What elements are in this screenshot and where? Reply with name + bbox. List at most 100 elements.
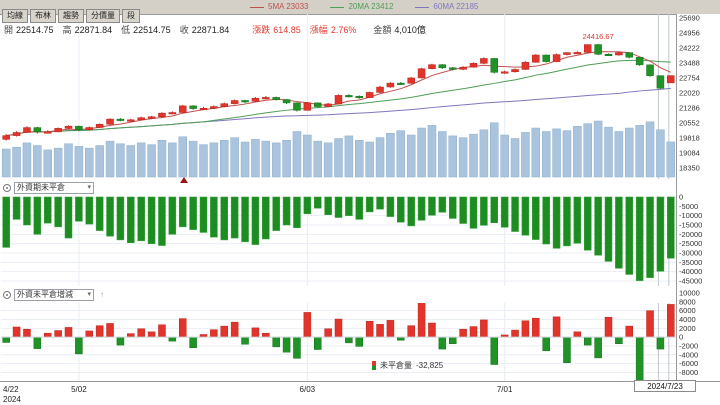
oi-change-bar	[386, 320, 395, 338]
oi-change-bar	[407, 325, 415, 338]
ma20-line-icon	[330, 6, 345, 8]
open-interest-bar	[168, 196, 177, 235]
oi-change-bar	[75, 336, 83, 355]
panel2-legend-label: 未平倉量	[380, 361, 412, 370]
open-interest-bar	[448, 196, 457, 219]
y-axis-tick: 22754	[679, 74, 700, 83]
oi-change-bar	[23, 328, 31, 338]
tab-trend[interactable]: 趨勢	[58, 9, 84, 23]
volume-bar	[656, 129, 665, 178]
candle-body	[106, 118, 114, 125]
oi-change-bar	[324, 328, 332, 338]
candle-body	[594, 44, 602, 55]
volume-bar	[168, 142, 177, 178]
oi-change-bar	[625, 325, 634, 338]
y-axis-tick: 2000	[679, 324, 696, 333]
candle-body	[407, 77, 415, 84]
candle-body	[511, 69, 519, 73]
volume-bar	[282, 140, 291, 178]
open-interest-bar	[490, 196, 499, 224]
volume-bar	[500, 134, 509, 178]
tab-segment[interactable]: 段	[122, 9, 140, 23]
open-interest-bar	[563, 196, 571, 247]
open-interest-bar	[542, 196, 550, 245]
candle-body	[230, 100, 239, 104]
volume-bar	[178, 136, 187, 178]
open-interest-bar	[500, 196, 509, 228]
volume-bar	[344, 135, 354, 178]
gear-icon[interactable]	[3, 290, 11, 299]
y-axis-tick: 19084	[679, 149, 700, 158]
ma-legend: 5MA 23033 20MA 23412 60MA 22185	[250, 1, 478, 13]
open-interest-bar	[594, 196, 602, 256]
oi-change-bar	[168, 336, 177, 342]
open-interest-bar	[615, 196, 623, 269]
open-interest-bar	[262, 196, 270, 240]
volume-bar	[396, 130, 406, 178]
tab-bollinger[interactable]: 布林	[30, 9, 56, 23]
oi-change-bar	[241, 336, 249, 345]
volume-bar	[105, 140, 115, 178]
candle-body	[220, 103, 229, 107]
ma20-legend-item: 20MA 23412	[330, 1, 393, 13]
open-interest-bar	[43, 196, 52, 224]
oi-change-bar	[127, 333, 135, 338]
x-axis-year-label: 2024	[3, 395, 21, 404]
volume-bar	[365, 141, 374, 178]
oi-change-bar	[573, 331, 582, 338]
panel3-indicator-dropdown[interactable]: 外資未平倉增減 ▾	[14, 288, 94, 301]
y-axis-tick: 24222	[679, 44, 700, 53]
oi-change-bar	[376, 324, 384, 338]
candle-body	[147, 116, 156, 119]
y-axis-tick: 20552	[679, 119, 700, 128]
open-interest-bar	[85, 196, 94, 225]
oi-change-bar	[54, 330, 62, 338]
oi-change-bar	[635, 336, 644, 382]
panel2-indicator-dropdown[interactable]: 外資期未平倉 ▾	[14, 181, 94, 194]
open-interest-bar	[116, 196, 125, 241]
oi-change-bar	[552, 316, 561, 338]
candle-body	[54, 128, 62, 133]
oi-change-bar	[542, 336, 550, 352]
volume-bar	[438, 131, 447, 178]
candle-body	[635, 57, 644, 66]
open-interest-bar	[324, 196, 332, 215]
ma20-line	[6, 59, 671, 137]
candle-body	[656, 75, 665, 89]
candle-body	[376, 86, 384, 93]
oi-change-bar	[334, 318, 343, 338]
candle-body	[282, 99, 291, 104]
oi-change-bar	[189, 336, 197, 348]
oi-change-bar	[137, 328, 145, 338]
volume-bar	[323, 142, 333, 178]
tab-price-volume[interactable]: 分價量	[86, 9, 120, 23]
volume-bar	[157, 140, 167, 178]
open-interest-bar	[147, 196, 156, 244]
volume-bar	[147, 144, 156, 178]
y-axis-tick: -20000	[679, 230, 702, 239]
candle-body	[95, 124, 104, 128]
panel3-header: 外資未平倉增減 ▾ ↑ 未平倉增減 7414	[0, 286, 676, 303]
oi-change-bar	[293, 336, 301, 359]
candle-body	[85, 127, 94, 130]
oi-change-bar	[210, 329, 218, 338]
change-pct-value: 漲幅 2.76%	[309, 25, 357, 35]
y-axis-tick: 10000	[679, 289, 700, 298]
x-axis-tick-label: 5/02	[71, 385, 87, 394]
volume-bar	[562, 130, 572, 178]
tab-ma[interactable]: 均線	[2, 9, 28, 23]
ma20-legend-label: 20MA 23412	[348, 2, 394, 11]
volume-bar	[355, 140, 364, 178]
open-interest-bar	[583, 196, 592, 251]
open-interest-bar	[365, 196, 374, 213]
oi-change-bar	[147, 331, 156, 338]
volume-bar	[199, 144, 208, 178]
open-interest-bar	[511, 196, 519, 232]
candle-body	[210, 106, 218, 109]
oi-change-bar	[667, 304, 675, 338]
open-interest-bar	[106, 196, 114, 237]
open-interest-bar	[417, 196, 426, 221]
gear-icon[interactable]	[3, 183, 11, 192]
